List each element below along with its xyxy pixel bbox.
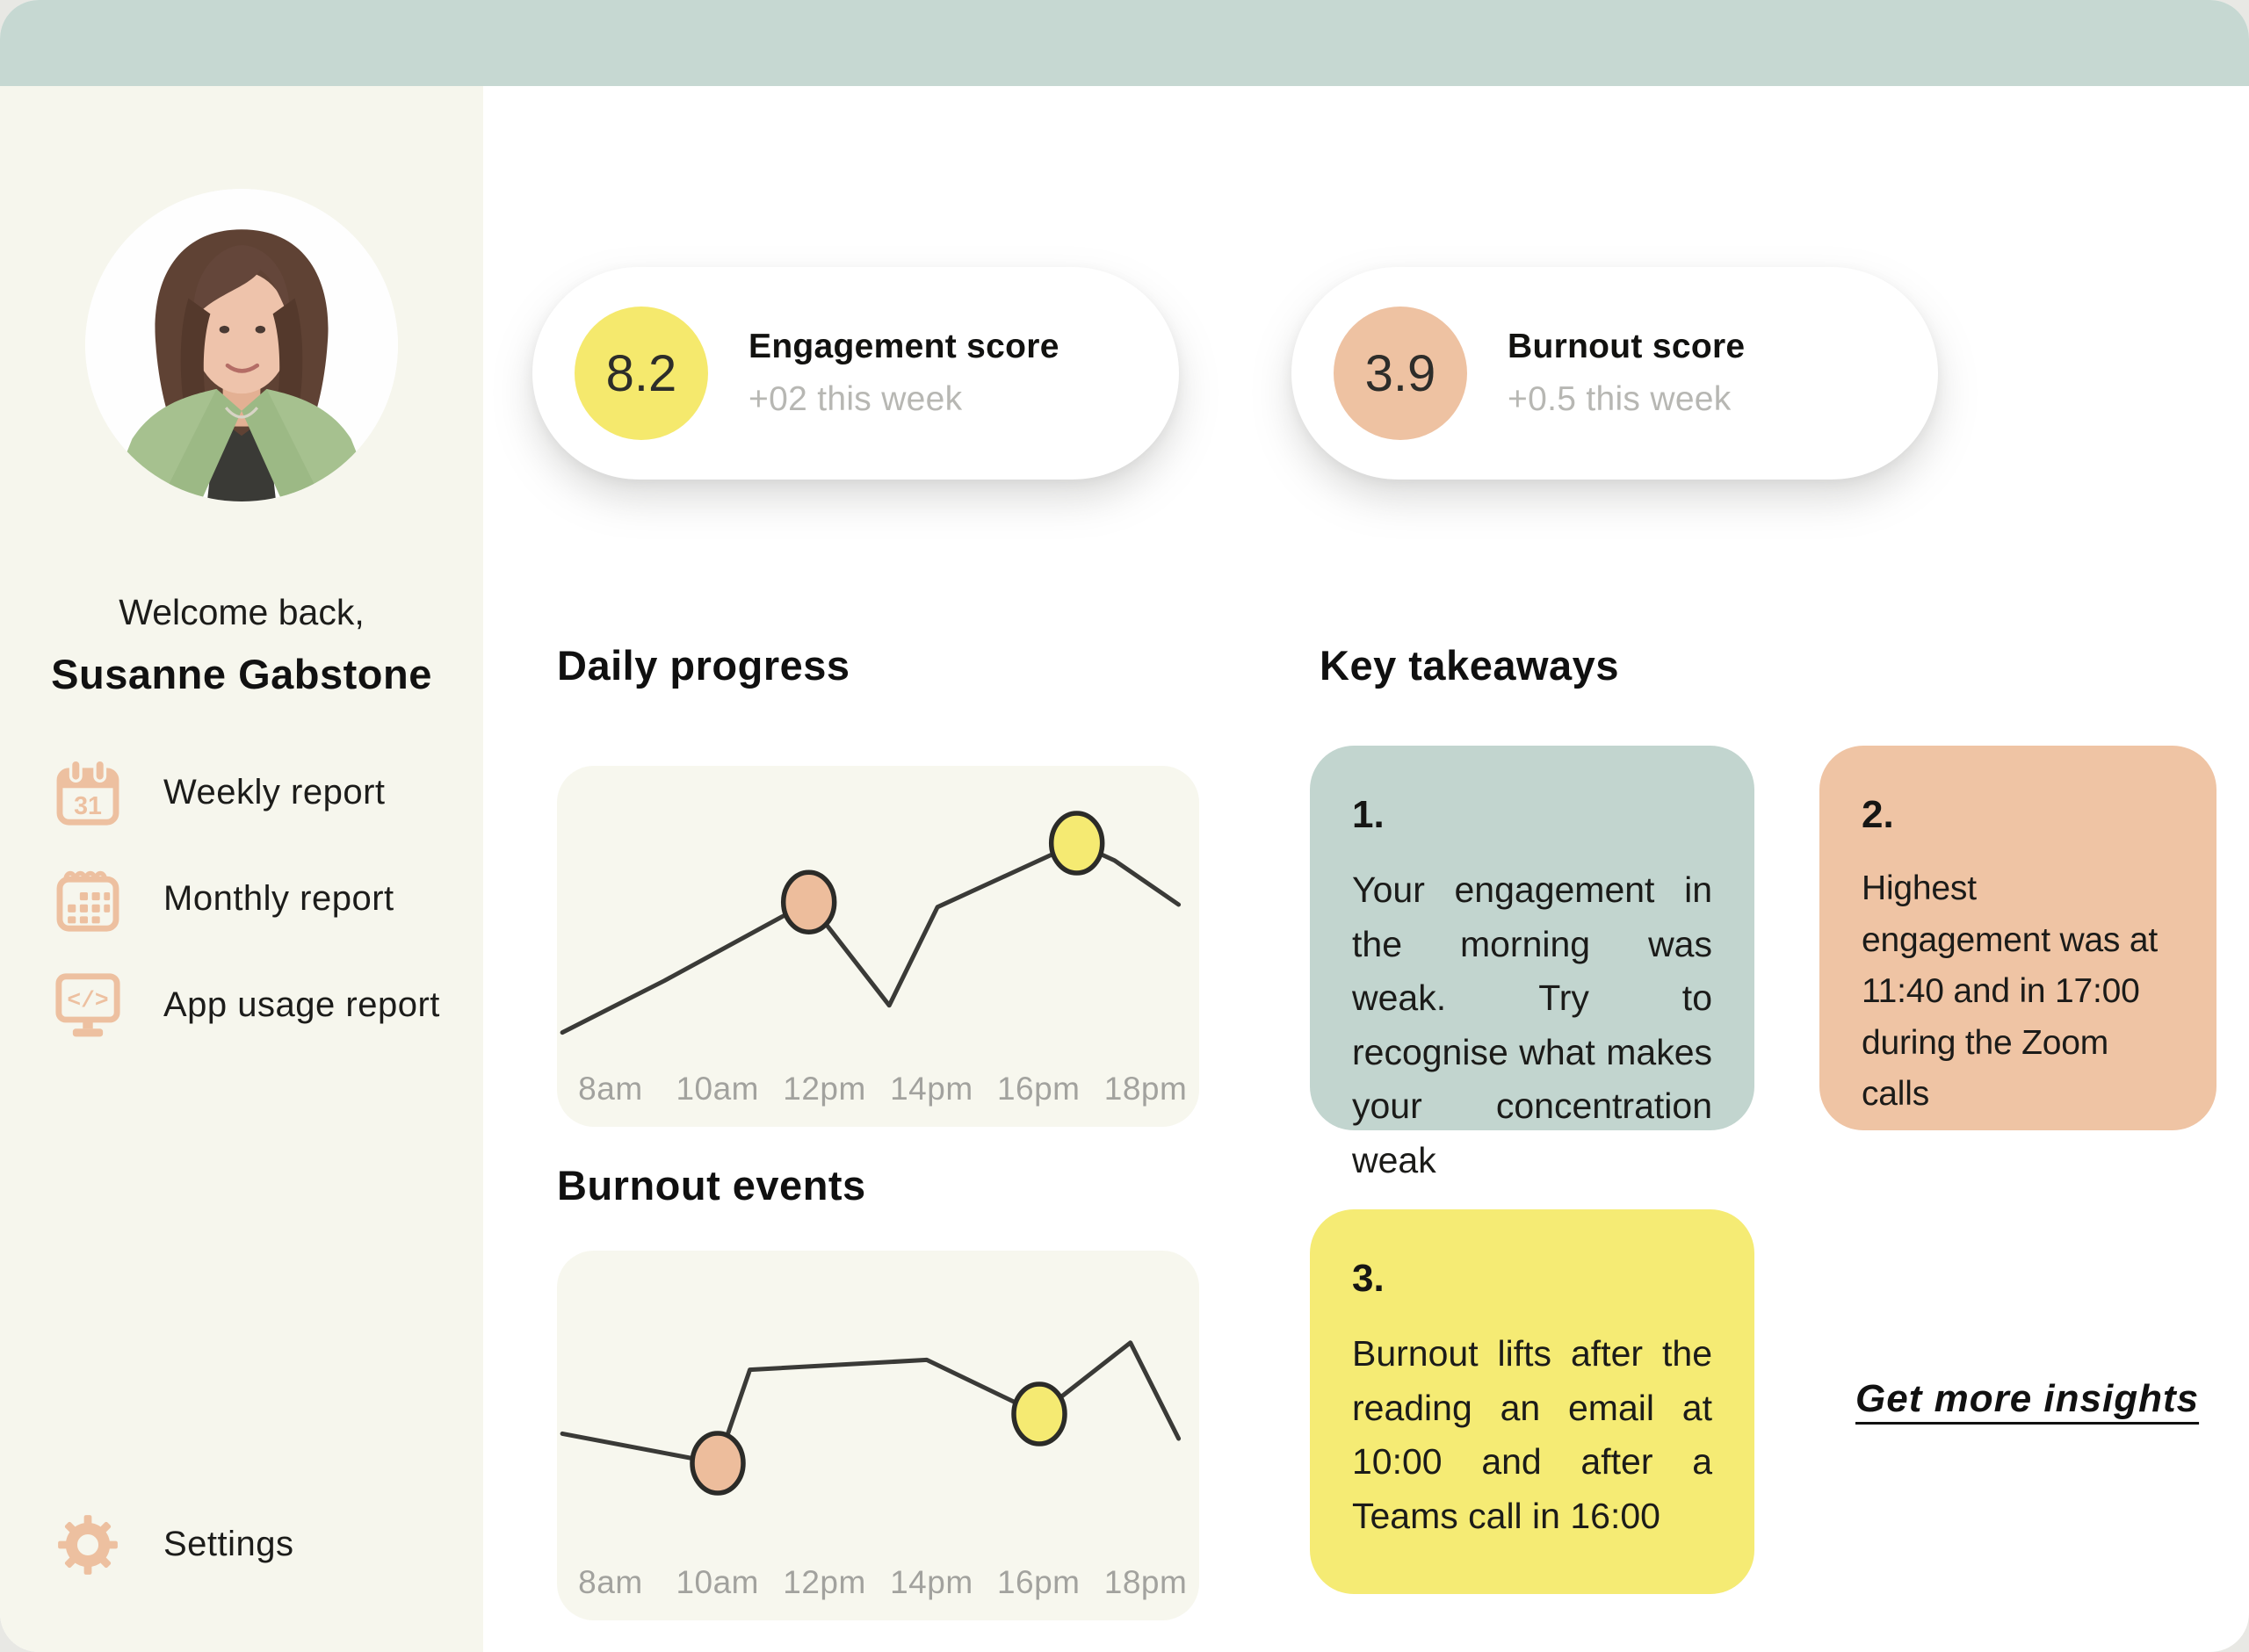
sidebar-item-label: Monthly report bbox=[163, 879, 394, 918]
user-portrait-illustration bbox=[85, 189, 398, 501]
takeaway-text: Your engagement in the morning was weak.… bbox=[1352, 869, 1712, 1180]
get-more-insights-link[interactable]: Get more insights bbox=[1855, 1377, 2200, 1420]
takeaway-card-2: 2. Highest engagement was at 11:40 and i… bbox=[1819, 746, 2216, 1130]
daily-progress-heading: Daily progress bbox=[557, 642, 850, 689]
key-takeaways-heading: Key takeaways bbox=[1320, 642, 1619, 689]
daily-progress-chart: 8am 10am 12pm 14pm 16pm 18pm bbox=[557, 766, 1199, 1127]
sidebar-item-label: App usage report bbox=[163, 985, 440, 1024]
avatar bbox=[85, 189, 398, 501]
engagement-score-delta: +02 this week bbox=[748, 380, 963, 418]
x-tick-label: 16pm bbox=[996, 1564, 1081, 1600]
sidebar-item-monthly-report[interactable]: Monthly report bbox=[0, 846, 483, 952]
takeaway-text: Highest engagement was at 11:40 and in 1… bbox=[1862, 869, 2158, 1113]
takeaway-number: 2. bbox=[1862, 793, 1894, 836]
burnout-score-badge: 3.9 bbox=[1334, 307, 1467, 440]
chart-event-marker bbox=[690, 1431, 746, 1496]
x-tick-label: 8am bbox=[578, 1564, 643, 1600]
sidebar-menu: 31 Weekly report bbox=[0, 739, 483, 1058]
burnout-events-chart: 8am 10am 12pm 14pm 16pm 18pm bbox=[557, 1251, 1199, 1620]
burnout-events-heading: Burnout events bbox=[557, 1162, 866, 1208]
sidebar-item-app-usage-report[interactable]: </> App usage report bbox=[0, 952, 483, 1058]
x-tick-label: 18pm bbox=[1103, 1071, 1188, 1107]
svg-text:31: 31 bbox=[74, 792, 102, 820]
burnout-score-card: 3.9 Burnout score +0.5 this week bbox=[1291, 267, 1938, 480]
daily-progress-x-axis: 8am 10am 12pm 14pm 16pm 18pm bbox=[557, 1071, 1199, 1107]
takeaway-number: 1. bbox=[1352, 793, 1385, 836]
takeaway-card-3: 3. Burnout lifts after the reading an em… bbox=[1310, 1209, 1754, 1594]
engagement-score-badge: 8.2 bbox=[575, 307, 708, 440]
welcome-text: Welcome back, bbox=[119, 592, 365, 632]
chart-event-marker bbox=[1011, 1381, 1067, 1446]
chart-event-marker bbox=[780, 869, 837, 934]
calendar-day-31-icon: 31 bbox=[54, 758, 121, 828]
user-name: Susanne Gabstone bbox=[51, 651, 432, 697]
x-tick-label: 16pm bbox=[996, 1071, 1081, 1107]
x-tick-label: 14pm bbox=[890, 1564, 973, 1600]
svg-text:</>: </> bbox=[67, 987, 108, 1014]
engagement-score-card: 8.2 Engagement score +02 this week bbox=[532, 267, 1179, 480]
burnout-score-texts: Burnout score +0.5 this week bbox=[1508, 328, 1745, 419]
gear-icon bbox=[54, 1510, 121, 1580]
takeaway-card-1: 1. Your engagement in the morning was we… bbox=[1310, 746, 1754, 1180]
sidebar-item-label: Weekly report bbox=[163, 773, 386, 812]
takeaway-text: Burnout lifts after the reading an email… bbox=[1352, 1333, 1712, 1536]
chart-event-marker bbox=[1048, 811, 1105, 876]
burnout-score-label: Burnout score bbox=[1508, 328, 1746, 365]
top-bar bbox=[0, 0, 2249, 86]
settings-row: Settings bbox=[0, 1491, 483, 1598]
x-tick-label: 10am bbox=[676, 1071, 760, 1107]
x-tick-label: 10am bbox=[676, 1564, 760, 1600]
x-tick-label: 12pm bbox=[783, 1564, 866, 1600]
engagement-score-label: Engagement score bbox=[748, 328, 1059, 365]
x-tick-label: 8am bbox=[578, 1071, 643, 1107]
burnout-events-x-axis: 8am 10am 12pm 14pm 16pm 18pm bbox=[557, 1564, 1199, 1601]
sidebar: Welcome back, Susanne Gabstone 31 Weekly… bbox=[0, 86, 483, 1652]
burnout-score-delta: +0.5 this week bbox=[1508, 380, 1732, 418]
calendar-month-icon bbox=[54, 864, 121, 934]
takeaway-number: 3. bbox=[1352, 1257, 1385, 1300]
sidebar-item-weekly-report[interactable]: 31 Weekly report bbox=[0, 739, 483, 846]
monitor-code-icon: </> bbox=[54, 970, 121, 1041]
x-tick-label: 14pm bbox=[890, 1071, 973, 1107]
x-tick-label: 12pm bbox=[783, 1071, 866, 1107]
x-tick-label: 18pm bbox=[1103, 1564, 1188, 1600]
sidebar-item-label: Settings bbox=[163, 1525, 294, 1563]
sidebar-item-settings[interactable]: Settings bbox=[0, 1491, 483, 1598]
engagement-score-texts: Engagement score +02 this week bbox=[748, 328, 1059, 419]
